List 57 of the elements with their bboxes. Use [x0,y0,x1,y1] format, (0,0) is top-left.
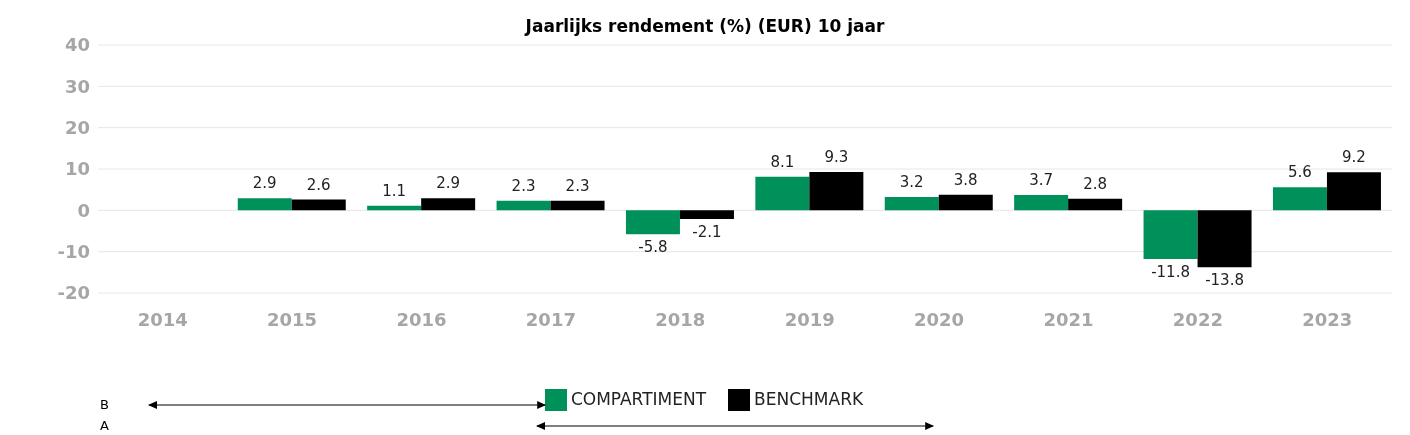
x-tick-label: 2018 [655,308,706,330]
bar [421,198,476,211]
bar [1014,195,1069,211]
legend-label: COMPARTIMENT [570,389,707,409]
data-label: 5.6 [1288,163,1312,182]
bar [237,198,292,211]
data-label: 2.8 [1083,174,1108,193]
data-label: 3.2 [899,173,924,192]
bar [938,194,993,211]
data-label: 8.1 [770,152,795,171]
data-label: 2.6 [306,175,331,194]
legend-label: BENCHMARK [754,389,864,409]
bar [884,197,939,211]
y-tick-label: 40 [64,34,90,56]
y-tick-label: 30 [64,75,90,97]
data-label: -2.1 [692,223,722,242]
bar [755,176,810,211]
x-tick-label: 2020 [914,308,965,330]
bar [625,210,680,235]
data-label: -13.8 [1205,271,1244,290]
text: A [100,418,109,433]
bar [1326,172,1381,211]
x-tick-label: 2019 [784,308,835,330]
data-label: 2.3 [565,176,590,195]
x-tick-label: 2021 [1043,308,1094,330]
data-label: 2.9 [252,174,277,193]
data-label: 9.2 [1342,148,1366,167]
bar [496,200,551,211]
y-tick-label: 20 [64,117,90,139]
data-label: -11.8 [1151,263,1190,282]
chart-title: Jaarlijks rendement (%) (EUR) 10 jaar [523,16,886,36]
data-label: -5.8 [638,238,668,257]
x-tick-label: 2016 [396,308,447,330]
y-tick-label: -20 [57,282,90,304]
data-label: 9.3 [824,147,849,166]
data-label: 2.3 [511,176,536,195]
bar [291,199,346,211]
bar [1197,210,1252,268]
x-tick-label: 2023 [1302,308,1353,330]
bar [1068,198,1123,211]
x-tick-label: 2014 [137,308,188,330]
bar [679,210,734,220]
bar [1272,187,1327,211]
x-tick-label: 2017 [525,308,576,330]
y-tick-label: -10 [57,241,90,263]
text: B [100,397,109,412]
bar [809,171,864,211]
data-label: 2.9 [436,174,461,193]
bar [550,200,605,211]
y-tick-label: 10 [64,158,90,180]
bar [1143,210,1198,260]
data-label: 3.8 [953,170,978,189]
x-tick-label: 2015 [267,308,318,330]
y-tick-label: 0 [77,199,90,221]
data-label: 1.1 [382,181,407,200]
x-tick-label: 2022 [1172,308,1223,330]
data-label: 3.7 [1029,171,1054,190]
